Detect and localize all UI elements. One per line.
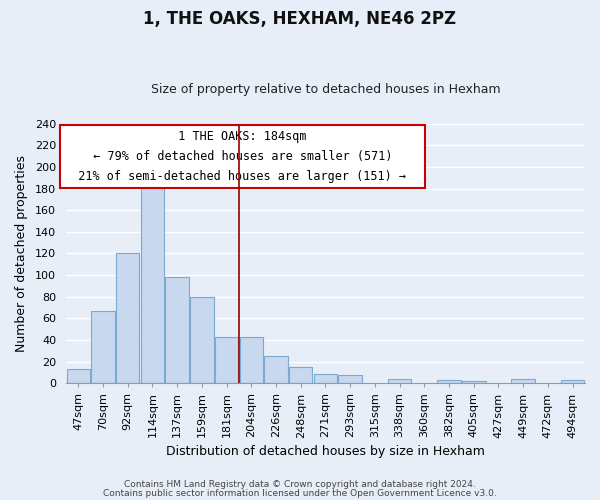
Bar — [140, 174, 164, 384]
Bar — [215, 337, 238, 384]
Text: 1 THE OAKS: 184sqm  
  ← 79% of detached houses are smaller (571)  
  21% of sem: 1 THE OAKS: 184sqm ← 79% of detached hou… — [64, 130, 421, 183]
Bar — [388, 379, 412, 384]
Y-axis label: Number of detached properties: Number of detached properties — [15, 155, 28, 352]
Bar — [462, 381, 485, 384]
Bar — [561, 380, 584, 384]
Bar — [338, 374, 362, 384]
X-axis label: Distribution of detached houses by size in Hexham: Distribution of detached houses by size … — [166, 444, 485, 458]
Bar — [91, 311, 115, 384]
Bar — [289, 367, 313, 384]
Bar — [437, 380, 461, 384]
Bar — [314, 374, 337, 384]
Text: Contains HM Land Registry data © Crown copyright and database right 2024.: Contains HM Land Registry data © Crown c… — [124, 480, 476, 489]
Bar — [190, 297, 214, 384]
Bar — [116, 254, 139, 384]
Bar — [239, 337, 263, 384]
Text: Contains public sector information licensed under the Open Government Licence v3: Contains public sector information licen… — [103, 488, 497, 498]
Bar — [166, 278, 189, 384]
Bar — [67, 370, 90, 384]
Text: 1, THE OAKS, HEXHAM, NE46 2PZ: 1, THE OAKS, HEXHAM, NE46 2PZ — [143, 10, 457, 28]
Title: Size of property relative to detached houses in Hexham: Size of property relative to detached ho… — [151, 83, 500, 96]
Bar — [511, 379, 535, 384]
Bar — [264, 356, 288, 384]
